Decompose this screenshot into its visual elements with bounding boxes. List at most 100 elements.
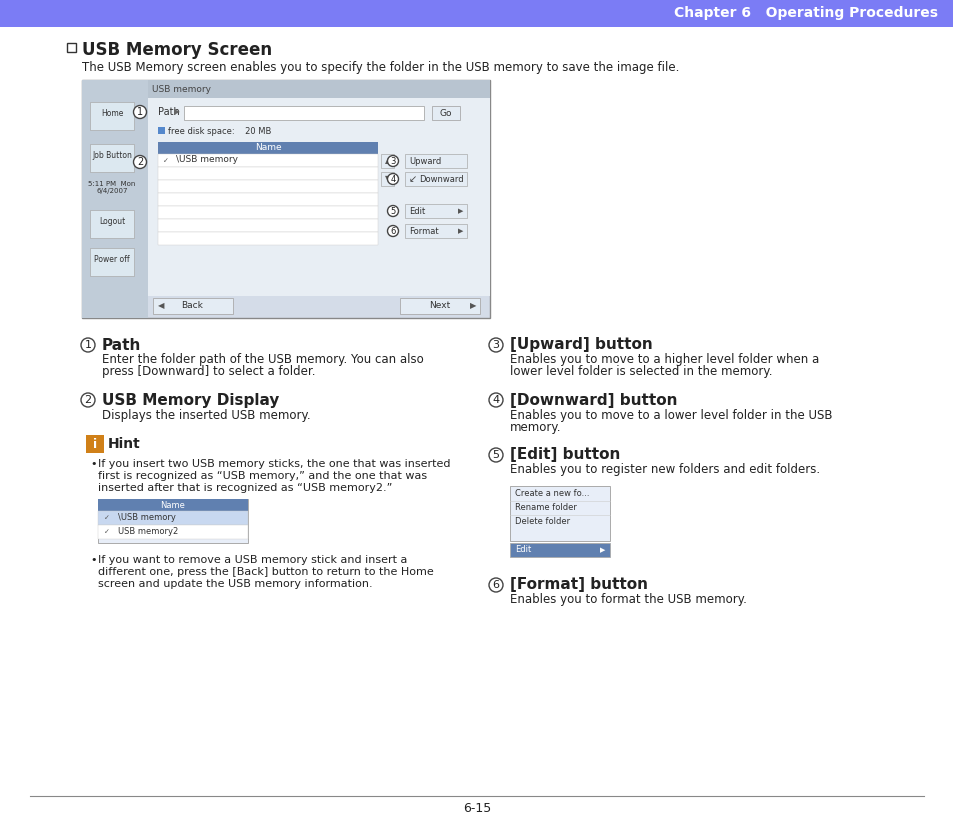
FancyBboxPatch shape — [67, 43, 76, 52]
Text: 1: 1 — [85, 340, 91, 350]
FancyBboxPatch shape — [158, 232, 377, 245]
Text: ▶: ▶ — [457, 208, 462, 214]
Text: 4: 4 — [390, 174, 395, 183]
Text: [Edit] button: [Edit] button — [510, 447, 619, 462]
Text: free disk space:    20 MB: free disk space: 20 MB — [168, 127, 271, 136]
FancyBboxPatch shape — [158, 180, 377, 193]
Text: Name: Name — [254, 143, 281, 152]
Text: Hint: Hint — [108, 437, 141, 451]
FancyBboxPatch shape — [98, 499, 248, 543]
Text: press [Downward] to select a folder.: press [Downward] to select a folder. — [102, 366, 315, 379]
Text: ↙: ↙ — [409, 174, 416, 184]
Text: Chapter 6   Operating Procedures: Chapter 6 Operating Procedures — [673, 7, 937, 20]
FancyBboxPatch shape — [148, 80, 490, 98]
Text: Next: Next — [429, 302, 450, 311]
Text: Upward: Upward — [409, 156, 441, 165]
Text: Path: Path — [158, 107, 179, 117]
FancyBboxPatch shape — [158, 142, 377, 154]
Text: •: • — [90, 555, 96, 565]
Text: 2: 2 — [85, 395, 91, 405]
Text: different one, press the [Back] button to return to the Home: different one, press the [Back] button t… — [98, 567, 434, 577]
FancyBboxPatch shape — [0, 0, 953, 27]
Text: ▼: ▼ — [384, 174, 390, 183]
Text: ▲: ▲ — [384, 156, 390, 165]
FancyBboxPatch shape — [90, 144, 133, 172]
Text: i: i — [92, 438, 97, 451]
Circle shape — [133, 106, 147, 119]
Circle shape — [387, 205, 398, 217]
Text: ▶: ▶ — [173, 107, 180, 116]
Text: Enables you to move to a lower level folder in the USB: Enables you to move to a lower level fol… — [510, 408, 832, 421]
Circle shape — [81, 393, 95, 407]
Text: Displays the inserted USB memory.: Displays the inserted USB memory. — [102, 408, 311, 421]
Text: 4: 4 — [492, 395, 499, 405]
FancyBboxPatch shape — [380, 172, 394, 186]
FancyBboxPatch shape — [405, 154, 467, 168]
Text: Back: Back — [181, 302, 203, 311]
Text: The USB Memory screen enables you to specify the folder in the USB memory to sav: The USB Memory screen enables you to spe… — [82, 61, 679, 74]
Text: 1: 1 — [137, 107, 143, 117]
Text: 6: 6 — [492, 580, 499, 590]
Text: 5: 5 — [492, 450, 499, 460]
FancyBboxPatch shape — [98, 525, 248, 539]
Text: ▶: ▶ — [469, 302, 476, 311]
Circle shape — [489, 578, 502, 592]
Circle shape — [81, 338, 95, 352]
FancyBboxPatch shape — [98, 499, 248, 511]
Text: [Format] button: [Format] button — [510, 578, 647, 592]
Text: 6-15: 6-15 — [462, 802, 491, 815]
Text: Edit: Edit — [515, 546, 531, 555]
Circle shape — [387, 155, 398, 167]
FancyBboxPatch shape — [158, 219, 377, 232]
Text: [Downward] button: [Downward] button — [510, 393, 677, 407]
FancyBboxPatch shape — [432, 106, 459, 120]
FancyBboxPatch shape — [148, 98, 490, 296]
Text: screen and update the USB memory information.: screen and update the USB memory informa… — [98, 579, 373, 589]
Text: memory.: memory. — [510, 420, 561, 434]
Text: Downward: Downward — [418, 174, 463, 183]
Text: Enables you to format the USB memory.: Enables you to format the USB memory. — [510, 594, 746, 606]
Text: •: • — [90, 459, 96, 469]
Circle shape — [133, 155, 147, 169]
FancyBboxPatch shape — [510, 543, 609, 557]
Text: [Upward] button: [Upward] button — [510, 338, 652, 353]
FancyBboxPatch shape — [98, 511, 248, 525]
Text: Edit: Edit — [409, 206, 425, 215]
Text: Go: Go — [439, 109, 452, 118]
FancyBboxPatch shape — [86, 435, 104, 453]
Text: \USB memory: \USB memory — [175, 155, 237, 164]
Text: Enter the folder path of the USB memory. You can also: Enter the folder path of the USB memory.… — [102, 353, 423, 366]
Text: Enables you to move to a higher level folder when a: Enables you to move to a higher level fo… — [510, 353, 819, 366]
Text: If you insert two USB memory sticks, the one that was inserted: If you insert two USB memory sticks, the… — [98, 459, 450, 469]
Text: Power off: Power off — [94, 255, 130, 264]
FancyBboxPatch shape — [380, 154, 394, 168]
FancyBboxPatch shape — [158, 193, 377, 206]
Text: first is recognized as “USB memory,” and the one that was: first is recognized as “USB memory,” and… — [98, 471, 427, 481]
Text: 2: 2 — [136, 157, 143, 167]
Text: ✓: ✓ — [104, 529, 110, 535]
Text: USB memory: USB memory — [152, 84, 211, 93]
Text: 3: 3 — [492, 340, 499, 350]
FancyBboxPatch shape — [82, 80, 148, 318]
FancyBboxPatch shape — [405, 224, 467, 238]
Text: Path: Path — [102, 338, 141, 353]
FancyBboxPatch shape — [158, 206, 377, 219]
FancyBboxPatch shape — [90, 248, 133, 276]
FancyBboxPatch shape — [90, 102, 133, 130]
FancyBboxPatch shape — [158, 154, 377, 167]
Circle shape — [489, 448, 502, 462]
FancyBboxPatch shape — [158, 167, 377, 180]
Text: USB memory2: USB memory2 — [118, 528, 178, 537]
Text: ✓: ✓ — [163, 158, 169, 164]
Text: 3: 3 — [390, 156, 395, 165]
Text: lower level folder is selected in the memory.: lower level folder is selected in the me… — [510, 366, 772, 379]
Circle shape — [387, 173, 398, 185]
Text: inserted after that is recognized as “USB memory2.”: inserted after that is recognized as “US… — [98, 483, 392, 493]
FancyBboxPatch shape — [158, 127, 165, 134]
FancyBboxPatch shape — [152, 298, 233, 314]
FancyBboxPatch shape — [405, 172, 467, 186]
Text: 6: 6 — [390, 227, 395, 236]
Text: 5: 5 — [390, 206, 395, 215]
FancyBboxPatch shape — [184, 106, 423, 120]
Text: ◀: ◀ — [158, 302, 164, 311]
